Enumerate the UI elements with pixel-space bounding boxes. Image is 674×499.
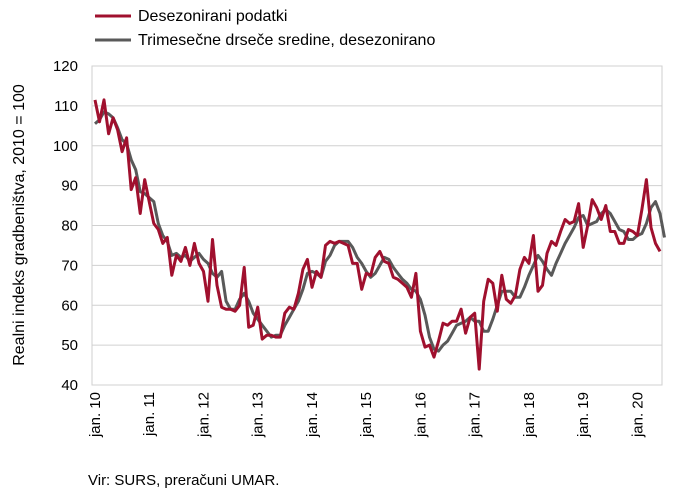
y-tick-label: 50 xyxy=(61,337,78,354)
x-tick-label: jan. 11 xyxy=(141,392,158,437)
y-tick-label: 40 xyxy=(61,377,78,394)
source-note: Vir: SURS, preračuni UMAR. xyxy=(88,472,280,489)
y-tick-labels: 40 50 60 70 80 90 100 110 120 xyxy=(53,58,78,394)
x-tick-label: jan. 13 xyxy=(250,392,267,438)
x-tick-label: jan. 14 xyxy=(304,392,321,438)
x-tick-label: jan. 15 xyxy=(358,392,375,438)
x-tick-label: jan. 17 xyxy=(467,392,484,438)
series-line-seasonally-adjusted xyxy=(93,98,662,371)
y-tick-label: 90 xyxy=(61,178,78,195)
series-lines xyxy=(93,98,666,371)
y-tick-label: 110 xyxy=(54,98,78,115)
legend-label-seasonally-adjusted: Desezonirani podatki xyxy=(138,8,287,25)
y-tick-label: 100 xyxy=(53,138,78,155)
x-tick-label: jan. 10 xyxy=(87,392,104,438)
x-tick-label: jan. 16 xyxy=(412,392,429,438)
y-gridlines xyxy=(92,65,662,386)
y-tick-label: 80 xyxy=(61,218,78,235)
series-line-moving-average xyxy=(94,110,666,353)
legend-label-moving-average: Trimesečne drseče sredine, desezonirano xyxy=(138,32,435,49)
x-tick-labels: jan. 10 jan. 11 jan. 12 jan. 13 jan. 14 jan. … xyxy=(87,392,646,438)
x-tick-label: jan. 18 xyxy=(521,392,538,438)
x-tick-label: jan. 12 xyxy=(195,392,212,438)
y-axis-label: Realni indeks gradbeništva, 2010 = 100 xyxy=(11,84,28,366)
y-tick-label: 120 xyxy=(53,58,78,75)
y-tick-label: 60 xyxy=(61,297,78,314)
x-tick-label: jan. 20 xyxy=(629,392,646,438)
legend: Desezonirani podatki Trimesečne drseče s… xyxy=(95,8,435,49)
x-tick-label: jan. 19 xyxy=(575,392,592,438)
y-tick-label: 70 xyxy=(61,257,78,274)
